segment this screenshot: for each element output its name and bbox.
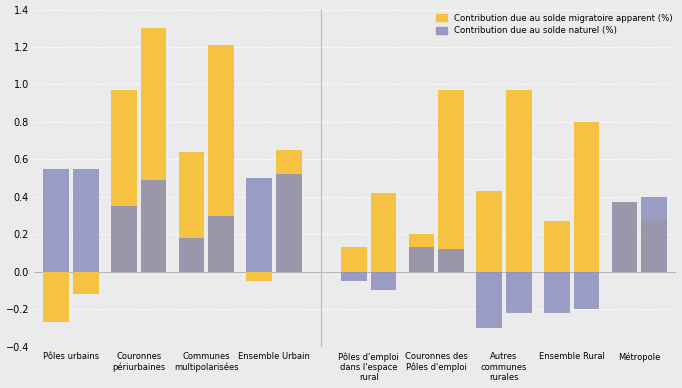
Legend: Contribution due au solde migratoire apparent (%), Contribution due au solde nat: Contribution due au solde migratoire app… [436, 14, 672, 35]
Bar [276, 150, 301, 272]
Bar [641, 221, 667, 272]
Bar [341, 272, 367, 281]
Bar [246, 272, 272, 281]
Bar [409, 234, 434, 272]
Bar [544, 272, 569, 313]
Bar [574, 272, 599, 309]
Bar [476, 272, 502, 328]
Bar [506, 90, 532, 272]
Bar [371, 272, 396, 290]
Bar [612, 203, 637, 272]
Bar [111, 206, 136, 272]
Bar [439, 90, 464, 272]
Bar [179, 238, 205, 272]
Bar [44, 169, 69, 272]
Bar [209, 215, 234, 272]
Bar [341, 248, 367, 272]
Bar [140, 28, 166, 272]
Bar [641, 197, 667, 272]
Bar [371, 193, 396, 272]
Bar [544, 221, 569, 272]
Bar [246, 178, 272, 272]
Bar [111, 90, 136, 272]
Bar [574, 122, 599, 272]
Bar [140, 180, 166, 272]
Bar [73, 169, 99, 272]
Bar [439, 249, 464, 272]
Bar [506, 272, 532, 313]
Bar [276, 174, 301, 272]
Bar [209, 45, 234, 272]
Bar [409, 248, 434, 272]
Bar [612, 203, 637, 272]
Bar [73, 272, 99, 294]
Bar [476, 191, 502, 272]
Bar [179, 152, 205, 272]
Bar [44, 272, 69, 322]
